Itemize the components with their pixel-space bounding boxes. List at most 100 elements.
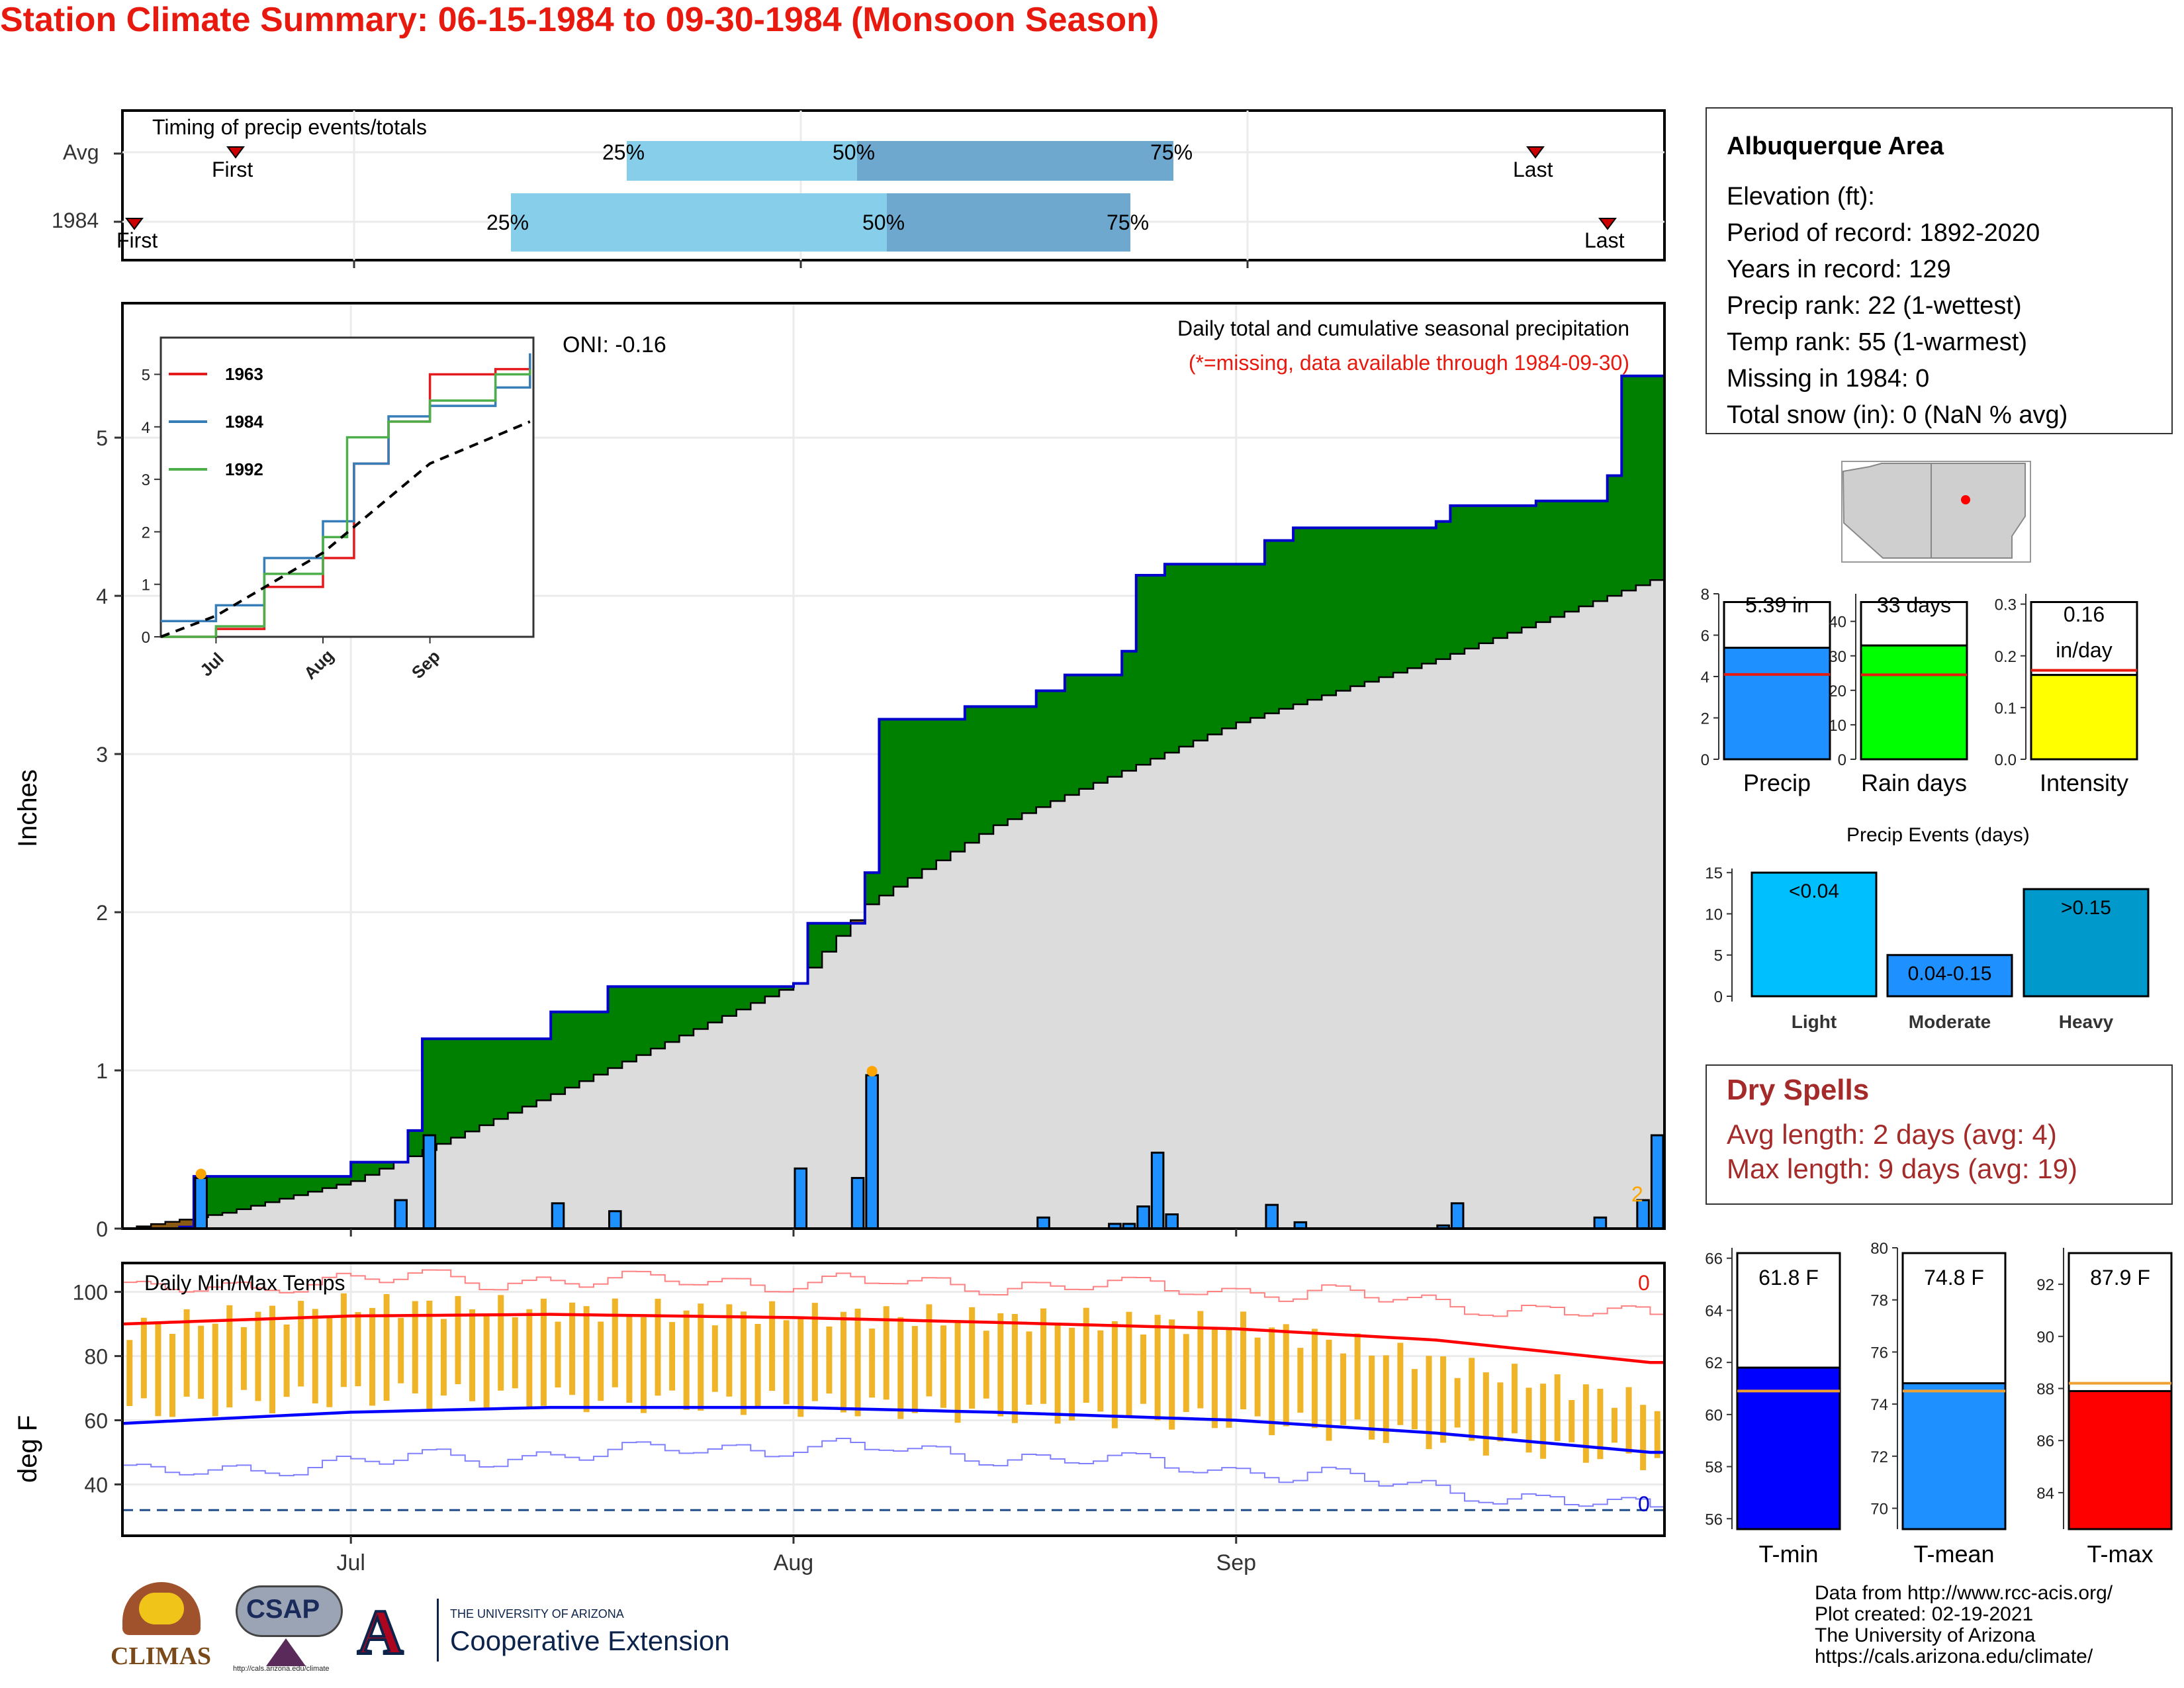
ua-logo-a-letter: A <box>356 1595 404 1669</box>
csap-logo-text: CSAP <box>246 1595 320 1624</box>
precip-surplus-band <box>679 986 694 1036</box>
station-temp-rank: Temp rank: 55 (1-warmest) <box>1727 328 2028 356</box>
climas-logo: CLIMAS <box>109 1581 218 1670</box>
precip-surplus-band <box>1207 564 1222 735</box>
precip-surplus-band <box>836 923 851 936</box>
precip-surplus-band <box>1307 528 1322 700</box>
temp-axes: 40 60 80 100 Jul Aug Sep <box>73 1281 1256 1575</box>
events-bar-Light <box>1751 871 1878 998</box>
oni-value: ONI: -0.16 <box>563 332 666 357</box>
temp-bar-tick-label-0-56: 56 <box>1705 1511 1723 1528</box>
precip-surplus-band <box>1522 505 1537 628</box>
precip-surplus-band <box>1621 375 1637 591</box>
precip-surplus-band <box>1450 505 1465 654</box>
dry-spells-max: Max length: 9 days (avg: 19) <box>1727 1153 2077 1184</box>
precip-average-line <box>122 579 1664 1230</box>
location-map <box>1841 461 2031 563</box>
precip-surplus-band <box>722 986 737 1016</box>
temp-bar-tick-label-1-76: 76 <box>1870 1344 1888 1362</box>
precip-surplus-band <box>522 1039 537 1107</box>
mini-bar-tick-label-2-0.3: 0.3 <box>1995 596 2017 614</box>
precip-chart-subtitle: (*=missing, data available through 1984-… <box>1188 351 1629 375</box>
precip-surplus-band <box>1364 528 1380 682</box>
precip-surplus-band <box>251 1176 266 1206</box>
precip-surplus-band <box>879 719 894 896</box>
mini-bar-value-0 <box>1723 647 1831 761</box>
csap-logo-mountain <box>266 1638 306 1666</box>
timing-1984-q1-bar <box>511 193 887 252</box>
precip-surplus-band <box>593 1011 609 1075</box>
precip-daily-bar <box>422 1134 437 1230</box>
precip-surplus-band <box>822 923 837 952</box>
precip-surplus-band <box>493 1039 509 1119</box>
precip-y-tick-label-4: 4 <box>96 585 108 608</box>
mini-bar-tick-label-2-0.1: 0.1 <box>1995 700 2017 718</box>
timing-1984-p50-label: 50% <box>862 211 905 234</box>
precip-average-area <box>122 580 1664 1229</box>
temp-y-tick-label-60: 60 <box>84 1409 108 1433</box>
mini-bar-frame-1 <box>1860 601 1968 647</box>
precip-surplus-band <box>950 719 966 852</box>
mini-bar-value-label-2-2: in/day <box>2056 638 2112 662</box>
precip-surplus-band <box>1650 375 1665 581</box>
precip-surplus-band <box>536 1039 551 1101</box>
station-precip-rank: Precip rank: 22 (1-wettest) <box>1727 292 2022 320</box>
precip-surplus-band <box>1493 505 1508 638</box>
temp-x-tick-label-Sep: Sep <box>1216 1550 1257 1575</box>
precip-surplus-band <box>1635 375 1651 586</box>
mini-bar-tick-label-0-6: 6 <box>1701 628 1709 645</box>
precip-surplus-band <box>1250 564 1265 718</box>
dry-spells-title: Dry Spells <box>1727 1074 1870 1106</box>
events-title: Precip Events (days) <box>1846 824 2030 846</box>
precip-surplus-band <box>764 986 780 997</box>
precip-surplus-band <box>1136 575 1151 765</box>
temp-avg-min-line <box>122 1405 1664 1454</box>
precip-surplus-band <box>1236 564 1251 723</box>
temp-bar-value-label-0: 61.8 F <box>1758 1266 1819 1289</box>
precip-surplus-band <box>807 923 823 968</box>
precip-surplus-band <box>1222 564 1237 729</box>
inset-y-tick-label-2: 2 <box>142 524 150 541</box>
precip-surplus-band <box>508 1039 523 1113</box>
precip-daily-bar <box>608 1210 622 1230</box>
precip-chart-title: Daily total and cumulative seasonal prec… <box>1177 316 1629 340</box>
temp-bar-value-0 <box>1736 1366 1841 1530</box>
precip-daily-bar <box>1650 1134 1664 1230</box>
mini-bar-category-1: Rain days <box>1861 769 1967 796</box>
mini-bar-tick-label-0-2: 2 <box>1701 710 1709 728</box>
timing-1984-last-marker <box>1598 218 1617 230</box>
events-y-tick-label-15: 15 <box>1705 865 1723 882</box>
timing-1984-p25-label: 25% <box>486 211 529 234</box>
precip-surplus-band <box>993 706 1009 825</box>
station-name: Albuquerque Area <box>1727 132 1944 160</box>
mini-bar-tick-label-2-0.0: 0.0 <box>1995 751 2017 769</box>
precip-y-tick-label-2: 2 <box>96 901 108 925</box>
temp-y-axis-label-text: deg F <box>13 1415 42 1483</box>
precip-surplus-band <box>408 1130 423 1156</box>
csap-logo: CSAP http://cals.arizona.edu/climate <box>233 1585 345 1675</box>
precip-surplus-band <box>1479 505 1494 643</box>
precip-surplus-band <box>1422 528 1437 664</box>
precip-y-tick-label-1: 1 <box>96 1059 108 1083</box>
temp-gridlines <box>122 1263 1664 1536</box>
precip-surplus-band <box>1564 500 1580 612</box>
precip-cumulative-line <box>122 374 1664 1230</box>
mini-bar-value-1 <box>1860 644 1968 761</box>
precip-surplus-band <box>1293 528 1308 704</box>
precip-surplus-band <box>1150 575 1165 759</box>
events-category-Heavy: Heavy <box>2059 1011 2114 1032</box>
mini-bar-value-label-2: 0.16 <box>2064 602 2105 626</box>
precip-surplus-band <box>465 1039 480 1132</box>
precip-plot-area <box>122 374 1665 1230</box>
inset-y-tick-label-4: 4 <box>142 419 150 437</box>
inset-legend-label-1992: 1992 <box>225 459 263 479</box>
precip-y-tick-label-0: 0 <box>96 1217 108 1241</box>
timing-avg-q1-bar <box>627 141 857 181</box>
precip-y-tick-label-3: 3 <box>96 743 108 767</box>
precip-surplus-band <box>1435 521 1451 659</box>
mini-bar-tick-label-0-4: 4 <box>1701 669 1709 686</box>
temp-min-count: 0 <box>1638 1492 1650 1516</box>
precip-daily-bar <box>850 1177 865 1230</box>
precip-daily-bar <box>865 1074 879 1230</box>
